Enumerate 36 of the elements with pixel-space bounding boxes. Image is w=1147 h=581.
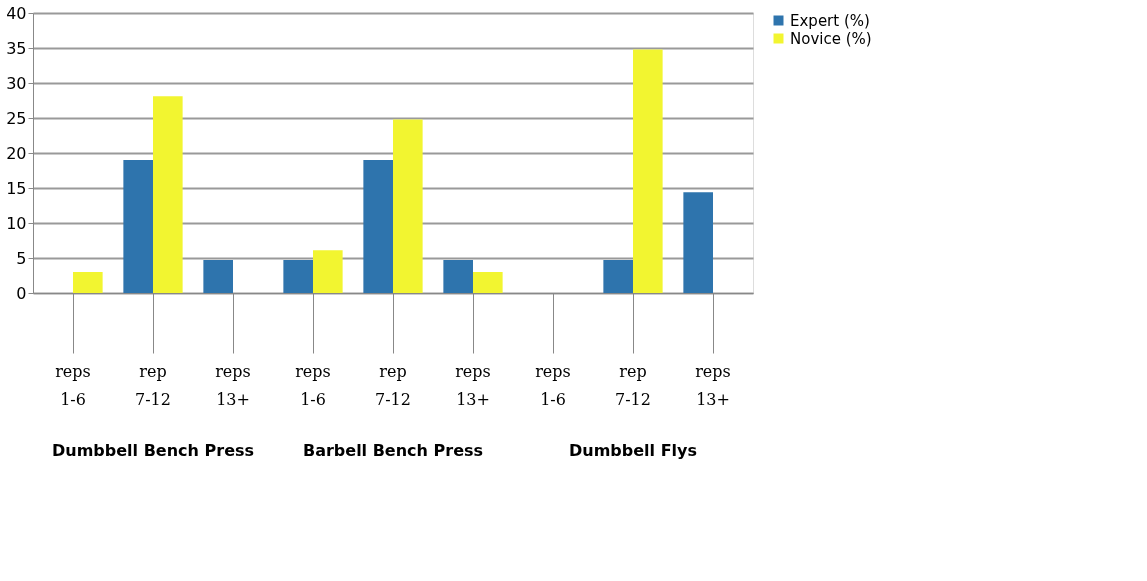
x-tick-label: rep 7-12 [375, 361, 411, 409]
x-tick-label: rep 7-12 [135, 361, 171, 409]
y-tick-label: 25 [6, 108, 27, 128]
y-tick-label: 40 [6, 3, 27, 23]
x-tick-label: reps 1-6 [295, 361, 331, 409]
bar [633, 49, 663, 293]
legend-label: Novice (%) [790, 29, 872, 48]
bar [283, 260, 313, 293]
y-tick-label: 5 [16, 248, 27, 268]
bar [683, 192, 713, 293]
y-tick-label: 15 [6, 178, 27, 198]
bar [473, 272, 503, 293]
text: Dumbbell Flys [568, 441, 698, 460]
x-tick-label: reps 13+ [455, 361, 491, 409]
bar [203, 260, 233, 293]
x-tick-label: reps 13+ [695, 361, 731, 409]
y-tick-label: 30 [6, 73, 27, 93]
y-tick-label: 0 [16, 283, 27, 303]
legend-label: Expert (%) [790, 11, 870, 30]
bar [443, 260, 473, 293]
x-tick-label: reps 1-6 [535, 361, 571, 409]
text: Dumbbell Bench Press [51, 441, 255, 460]
x-tick-label: reps 13+ [215, 361, 251, 409]
bar [123, 160, 153, 293]
text: Barbell Bench Press [302, 441, 484, 460]
y-tick-label: 20 [6, 143, 27, 163]
y-tick-label: 35 [6, 38, 27, 58]
x-tick-label: reps 1-6 [55, 361, 91, 409]
bar [393, 119, 423, 293]
bar [603, 260, 633, 293]
bar [73, 272, 103, 293]
bar [363, 160, 393, 293]
x-tick-label: rep 7-12 [615, 361, 651, 409]
bar [313, 250, 343, 293]
bar [153, 96, 183, 293]
y-tick-label: 10 [6, 213, 27, 233]
